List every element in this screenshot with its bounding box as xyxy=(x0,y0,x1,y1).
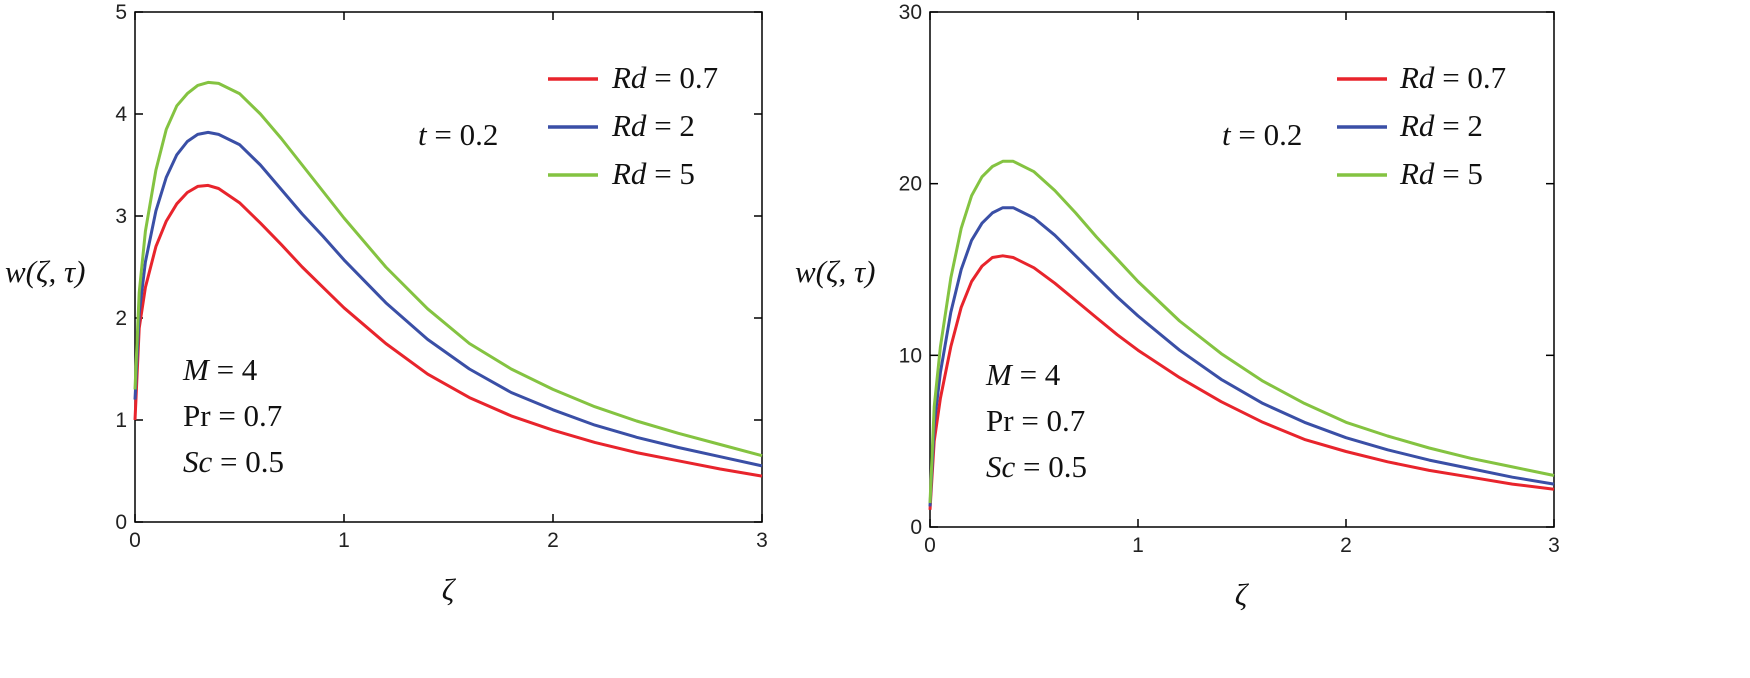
time-annotation: t = 0.2 xyxy=(418,117,498,152)
y-tick-label: 0 xyxy=(115,511,127,534)
y-tick-label: 10 xyxy=(899,344,922,367)
series-line-rd-1 xyxy=(928,206,1555,507)
y-tick-label: 4 xyxy=(115,103,127,126)
param-annotation: Pr = 0.7 xyxy=(986,403,1085,438)
param-annotation: Pr = 0.7 xyxy=(183,398,282,433)
legend-entry: Rd = 2 xyxy=(1399,108,1483,143)
chart-1: 0 1 2 3 0 1 2 3 4 5 w(ζ, τ) ζ Rd = 0.7 Rd = 2 Rd = 5 t … xyxy=(5,1,768,607)
x-tick-label: 3 xyxy=(1548,534,1560,557)
x-tick-label: 2 xyxy=(1340,534,1352,557)
x-tick-label: 3 xyxy=(756,529,768,552)
y-axis-label: w(ζ, τ) xyxy=(5,254,85,289)
legend-entry: Rd = 5 xyxy=(611,156,695,191)
series-line-rd-2 xyxy=(928,159,1555,504)
time-annotation: t = 0.2 xyxy=(1222,117,1302,152)
plot-frame xyxy=(929,11,1555,528)
legend-entry: Rd = 2 xyxy=(611,108,695,143)
param-annotation: Sc = 0.5 xyxy=(986,449,1087,484)
legend: Rd = 0.7 Rd = 2 Rd = 5 xyxy=(1337,60,1506,191)
y-tick-label: 3 xyxy=(115,205,127,228)
legend-entry: Rd = 0.7 xyxy=(1399,60,1506,95)
y-tick-label: 20 xyxy=(899,173,922,196)
series-line-rd-0 xyxy=(928,254,1555,510)
x-tick-label: 0 xyxy=(129,529,141,552)
param-annotation: M = 4 xyxy=(182,352,258,387)
y-tick-label: 5 xyxy=(115,1,127,24)
series-line-rd-1 xyxy=(133,130,763,468)
x-tick-label: 2 xyxy=(547,529,559,552)
param-annotation: M = 4 xyxy=(985,357,1061,392)
x-tick-label: 1 xyxy=(1132,534,1144,557)
series-line-rd-2 xyxy=(133,80,763,458)
y-tick-label: 30 xyxy=(899,1,922,24)
legend-entry: Rd = 0.7 xyxy=(611,60,718,95)
x-tick-label: 0 xyxy=(924,534,936,557)
y-axis-label: w(ζ, τ) xyxy=(795,254,875,289)
x-tick-label: 1 xyxy=(338,529,350,552)
y-tick-label: 2 xyxy=(115,307,127,330)
legend: Rd = 0.7 Rd = 2 Rd = 5 xyxy=(548,60,718,191)
legend-entry: Rd = 5 xyxy=(1399,156,1483,191)
x-axis-label: ζ xyxy=(442,572,457,607)
param-annotation: Sc = 0.5 xyxy=(183,444,284,479)
plot-frame xyxy=(134,11,763,523)
x-axis-label: ζ xyxy=(1235,577,1250,612)
y-tick-label: 1 xyxy=(115,409,127,432)
series-line-rd-0 xyxy=(133,183,763,478)
y-tick-label: 0 xyxy=(910,516,922,539)
